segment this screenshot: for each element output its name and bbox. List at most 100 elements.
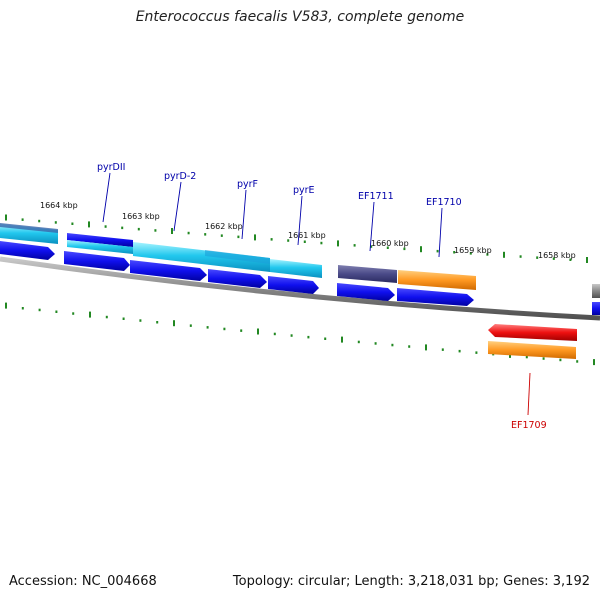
- minor-tick: [486, 253, 489, 256]
- minor-tick: [270, 238, 273, 241]
- arrow-EF1709[interactable]: [488, 324, 577, 341]
- minor-tick: [324, 337, 327, 340]
- feature-EF1711-bar[interactable]: [338, 265, 397, 283]
- feature-pyrE-cyan[interactable]: [270, 259, 322, 278]
- feature-gray-right[interactable]: [592, 284, 600, 298]
- minor-tick: [453, 251, 456, 254]
- feature-pyrDII-cyan[interactable]: [67, 240, 133, 254]
- major-tick: [503, 251, 505, 258]
- arrow-EF1711[interactable]: [337, 283, 395, 301]
- major-tick: [420, 246, 422, 253]
- arrow-left[interactable]: [0, 241, 55, 260]
- topology-summary: Topology: circular; Length: 3,218,031 bp…: [232, 574, 590, 589]
- major-tick: [593, 359, 595, 366]
- feature-EF1709-orange[interactable]: [488, 341, 576, 359]
- major-tick: [254, 234, 256, 241]
- accession-text: Accession: NC_004668: [9, 574, 157, 589]
- minor-tick: [154, 229, 157, 232]
- minor-tick: [220, 234, 223, 237]
- minor-tick: [104, 225, 107, 228]
- minor-tick: [441, 348, 444, 351]
- reverse-features[interactable]: [488, 324, 577, 359]
- minor-tick: [237, 235, 240, 239]
- minor-tick: [374, 342, 377, 345]
- feature-pyrD2-cyan[interactable]: [133, 242, 270, 272]
- kbp-label-1659: 1659 kbp: [454, 246, 492, 255]
- major-tick: [89, 311, 91, 318]
- minor-tick: [105, 315, 108, 319]
- gene-label-EF1710: EF1710: [426, 197, 462, 208]
- feature-pyrDII-top[interactable]: [67, 233, 133, 247]
- feature-EF1710-bar[interactable]: [398, 270, 476, 290]
- feature-navy-left[interactable]: [0, 223, 58, 233]
- minor-tick: [458, 349, 461, 353]
- upper-tick-row: [5, 214, 588, 263]
- minor-tick: [552, 257, 555, 260]
- minor-tick: [307, 335, 310, 339]
- gene-label-EF1709: EF1709: [511, 420, 547, 431]
- gene-label-pyrE: pyrE: [293, 185, 315, 196]
- gene-leaders: [102, 172, 531, 416]
- kbp-label-1658: 1658 kbp: [538, 251, 576, 260]
- minor-tick: [189, 324, 192, 327]
- minor-tick: [436, 249, 439, 253]
- upper-features[interactable]: [0, 223, 600, 298]
- minor-tick: [303, 240, 306, 243]
- gene-label-pyrF: pyrF: [237, 179, 258, 190]
- minor-tick: [122, 317, 125, 320]
- major-tick: [257, 328, 259, 335]
- minor-tick: [525, 355, 528, 359]
- gene-labels: pyrDII pyrD-2 pyrF pyrE EF1711 EF1710 EF…: [97, 162, 547, 431]
- feature-pyrF-cyan[interactable]: [205, 250, 270, 264]
- minor-tick: [469, 252, 472, 255]
- arrow-right[interactable]: [592, 302, 600, 315]
- minor-tick: [273, 332, 276, 336]
- minor-tick: [187, 231, 190, 235]
- minor-tick: [72, 312, 75, 315]
- arrow-pyrD2[interactable]: [130, 260, 207, 281]
- minor-tick: [137, 227, 140, 231]
- minor-tick: [320, 241, 323, 245]
- major-tick: [337, 240, 339, 247]
- minor-tick: [21, 218, 24, 221]
- kbp-label-1661: 1661 kbp: [288, 231, 326, 240]
- gene-label-EF1711: EF1711: [358, 191, 394, 202]
- gene-label-pyrD-2: pyrD-2: [164, 171, 196, 182]
- forward-arrows[interactable]: [0, 241, 600, 315]
- kbp-label-1660: 1660 kbp: [371, 239, 409, 248]
- minor-tick: [403, 247, 406, 251]
- minor-tick: [408, 345, 411, 348]
- kbp-label-1664: 1664 kbp: [40, 201, 78, 210]
- minor-tick: [391, 343, 394, 347]
- gene-label-pyrDII: pyrDII: [97, 162, 125, 173]
- kbp-labels: 1664 kbp 1663 kbp 1662 kbp 1661 kbp 1660…: [40, 201, 576, 260]
- arrow-pyrF[interactable]: [208, 269, 267, 288]
- major-tick: [171, 228, 173, 234]
- minor-tick: [559, 358, 562, 362]
- minor-tick: [475, 351, 478, 354]
- minor-tick: [21, 307, 24, 310]
- minor-tick: [357, 340, 360, 344]
- arrow-pyrDII[interactable]: [64, 251, 130, 271]
- major-tick: [586, 257, 588, 263]
- genome-title: Enterococcus faecalis V583, complete gen…: [135, 9, 465, 25]
- minor-tick: [536, 256, 539, 259]
- arrow-EF1710[interactable]: [397, 288, 474, 306]
- arrow-pyrE[interactable]: [268, 276, 319, 294]
- minor-tick: [38, 308, 41, 312]
- minor-tick: [55, 310, 58, 313]
- major-tick: [5, 214, 7, 221]
- minor-tick: [353, 244, 356, 247]
- minor-tick: [139, 319, 142, 322]
- minor-tick: [121, 226, 124, 230]
- major-tick: [425, 344, 427, 351]
- minor-tick: [576, 360, 579, 363]
- minor-tick: [156, 321, 159, 324]
- major-tick: [341, 336, 343, 343]
- minor-tick: [370, 245, 373, 248]
- minor-tick: [287, 239, 290, 242]
- minor-tick: [519, 255, 522, 258]
- minor-tick: [223, 327, 226, 331]
- minor-tick: [290, 334, 293, 337]
